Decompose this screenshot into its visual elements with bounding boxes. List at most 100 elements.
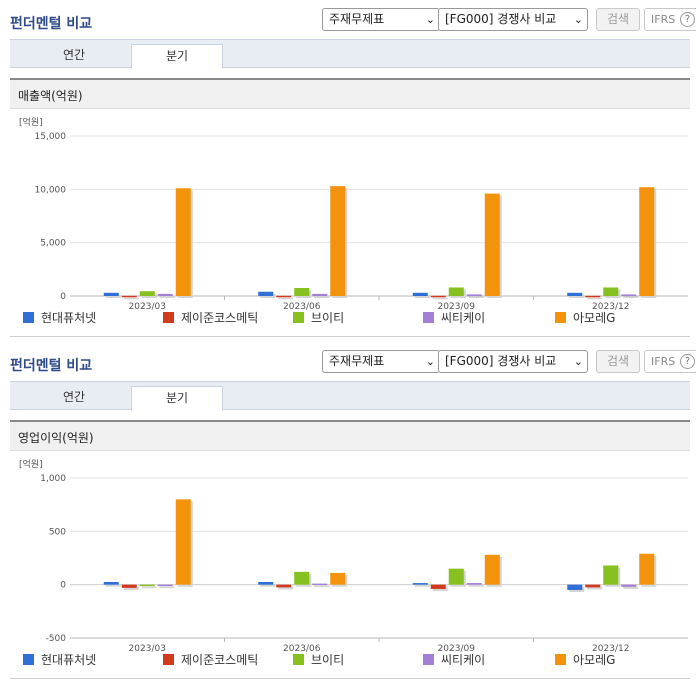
bar[interactable]	[330, 186, 346, 296]
bar[interactable]	[412, 583, 428, 585]
statement-select[interactable]: 주재무제표 ⌄	[322, 350, 440, 373]
bar-shadow	[414, 294, 430, 298]
bar[interactable]	[567, 584, 583, 590]
bar[interactable]	[175, 499, 191, 585]
bar-shadow	[314, 585, 330, 588]
metric-title: 영업이익(억원)	[18, 431, 94, 445]
tab-annual[interactable]: 연간	[62, 48, 86, 62]
bar[interactable]	[157, 293, 173, 296]
metric-header: 영업이익(억원)	[10, 420, 690, 451]
bar[interactable]	[621, 294, 637, 296]
legend-label: 브이티	[311, 311, 344, 325]
bar[interactable]	[639, 553, 655, 585]
tab-quarterly[interactable]: 분기	[131, 44, 223, 69]
chevron-down-icon: ⌄	[573, 355, 583, 368]
panel-header: 펀더멘털 비교 주재무제표 ⌄ [FG000] 경쟁사 비교 ⌄ 검색 IFRS…	[10, 8, 696, 34]
bar[interactable]	[276, 295, 292, 298]
bar[interactable]	[121, 584, 137, 588]
bar-shadow	[159, 295, 175, 298]
legend-swatch	[23, 654, 34, 665]
bar[interactable]	[276, 584, 292, 588]
bar[interactable]	[258, 291, 274, 296]
help-icon[interactable]: ?	[680, 354, 695, 369]
panel-title: 펀더멘털 비교	[10, 358, 93, 374]
bar[interactable]	[466, 294, 482, 296]
bar[interactable]	[121, 295, 137, 298]
bar[interactable]	[312, 583, 328, 586]
legend-label: 브이티	[311, 653, 344, 667]
bar[interactable]	[567, 292, 583, 296]
legend-item[interactable]: 브이티	[293, 653, 344, 667]
bar[interactable]	[585, 295, 601, 298]
legend-item[interactable]: 현대퓨처넷	[23, 653, 96, 667]
metric-header: 매출액(억원)	[10, 78, 690, 109]
legend-label: 아모레G	[573, 653, 615, 667]
bar[interactable]	[258, 582, 274, 585]
bar[interactable]	[466, 583, 482, 585]
compare-select[interactable]: [FG000] 경쟁사 비교 ⌄	[438, 350, 588, 373]
search-button[interactable]: 검색	[596, 350, 640, 373]
bar[interactable]	[139, 291, 155, 296]
x-tick-label: 2023/12	[592, 302, 629, 312]
legend-item[interactable]: 아모레G	[555, 653, 615, 667]
bar[interactable]	[448, 287, 464, 296]
legend-swatch	[163, 312, 174, 323]
legend-item[interactable]: 씨티케이	[423, 311, 485, 325]
ifrs-button[interactable]: IFRS ?	[644, 8, 696, 31]
bar[interactable]	[484, 554, 500, 585]
bar[interactable]	[139, 584, 155, 587]
bar[interactable]	[103, 292, 119, 296]
bar[interactable]	[585, 584, 601, 588]
x-tick-label: 2023/09	[438, 644, 476, 654]
statement-select[interactable]: 주재무제표 ⌄	[322, 8, 440, 31]
bar[interactable]	[294, 288, 310, 296]
y-tick-label: 0	[60, 292, 66, 302]
y-tick-label: 5,000	[40, 239, 66, 249]
legend-swatch	[555, 654, 566, 665]
bar-shadow	[623, 296, 639, 298]
legend-swatch	[23, 312, 34, 323]
legend-item[interactable]: 제이준코스메틱	[163, 311, 258, 325]
bar[interactable]	[157, 584, 173, 587]
tab-quarterly[interactable]: 분기	[131, 386, 223, 411]
operating-profit-chart: [억원] -500 0 500 1,000 2023/03 2023/06 2023/09 20…	[19, 458, 688, 667]
bar[interactable]	[448, 568, 464, 585]
legend-swatch	[293, 312, 304, 323]
bar-shadow	[587, 297, 603, 300]
bar-shadow	[105, 294, 121, 298]
bar-shadow	[278, 586, 294, 590]
y-tick-label: 500	[49, 527, 66, 537]
bar[interactable]	[412, 292, 428, 296]
bar[interactable]	[103, 582, 119, 585]
legend-item[interactable]: 씨티케이	[423, 653, 485, 667]
bar[interactable]	[639, 187, 655, 296]
legend-item[interactable]: 현대퓨처넷	[23, 311, 96, 325]
bar[interactable]	[430, 295, 446, 298]
tab-annual[interactable]: 연간	[62, 390, 86, 404]
bar-shadow	[587, 586, 603, 590]
legend-label: 씨티케이	[441, 653, 485, 667]
bar[interactable]	[603, 287, 619, 296]
bar[interactable]	[330, 572, 346, 585]
compare-select[interactable]: [FG000] 경쟁사 비교 ⌄	[438, 8, 588, 31]
bar[interactable]	[621, 584, 637, 587]
search-button[interactable]: 검색	[596, 8, 640, 31]
bar[interactable]	[484, 193, 500, 296]
x-tick-label: 2023/03	[129, 302, 166, 312]
period-tabs: 연간 분기	[10, 39, 690, 69]
bar[interactable]	[294, 571, 310, 585]
ifrs-button[interactable]: IFRS ?	[644, 350, 696, 373]
y-tick-label: 1,000	[40, 474, 66, 484]
help-icon[interactable]: ?	[680, 12, 695, 27]
legend-item[interactable]: 제이준코스메틱	[163, 653, 258, 667]
divider	[10, 678, 690, 679]
bar[interactable]	[603, 565, 619, 585]
legend-item[interactable]: 브이티	[293, 311, 344, 325]
bar[interactable]	[175, 188, 191, 296]
legend-item[interactable]: 아모레G	[555, 311, 615, 325]
chevron-down-icon: ⌄	[425, 355, 435, 368]
bar[interactable]	[312, 293, 328, 296]
bar[interactable]	[430, 584, 446, 589]
bar-shadow	[314, 295, 330, 298]
legend-label: 씨티케이	[441, 311, 485, 325]
